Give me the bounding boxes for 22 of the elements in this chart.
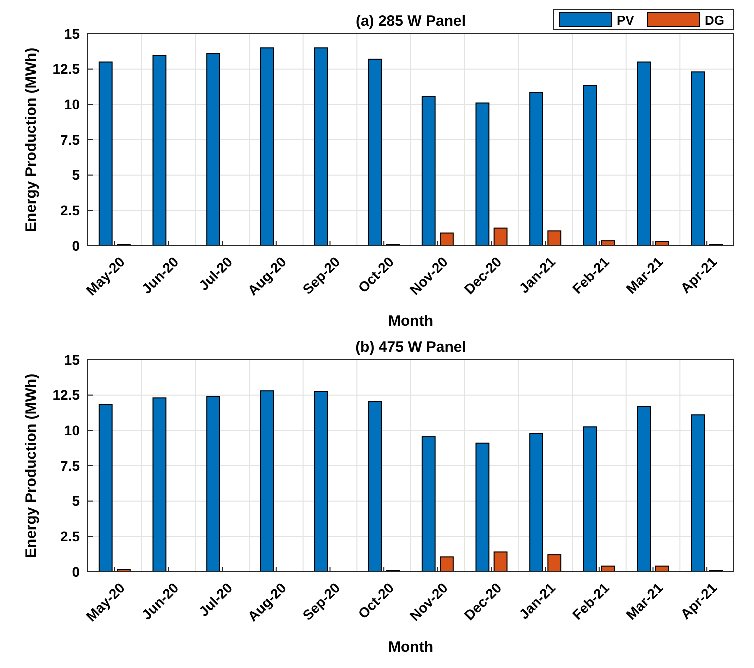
y-tick-label: 2.5 [60,202,80,219]
y-tick-label: 15 [64,352,80,368]
y-tick-label: 0 [72,564,80,580]
chart-title: (b) 475 W Panel [356,339,466,356]
legend-label: PV [617,13,635,28]
y-axis-title: Energy Production (MWh) [23,374,40,558]
y-tick-label: 10 [64,96,80,113]
legend-label: DG [705,13,724,28]
y-tick-label: 10 [64,422,80,439]
chart-title: (a) 285 W Panel [356,13,466,30]
x-axis-title: Month [388,313,434,330]
x-axis-title: Month [388,639,434,656]
y-tick-label: 0 [72,238,80,254]
y-tick-label: 2.5 [60,528,80,545]
y-axis-title: Energy Production (MWh) [23,48,40,232]
y-tick-label: 15 [64,26,80,42]
y-tick-label: 12.5 [52,61,80,78]
y-tick-label: 12.5 [52,387,80,404]
y-tick-label: 7.5 [60,458,80,474]
y-tick-label: 5 [72,493,80,510]
y-tick-label: 5 [72,167,80,184]
y-tick-label: 7.5 [60,132,80,148]
